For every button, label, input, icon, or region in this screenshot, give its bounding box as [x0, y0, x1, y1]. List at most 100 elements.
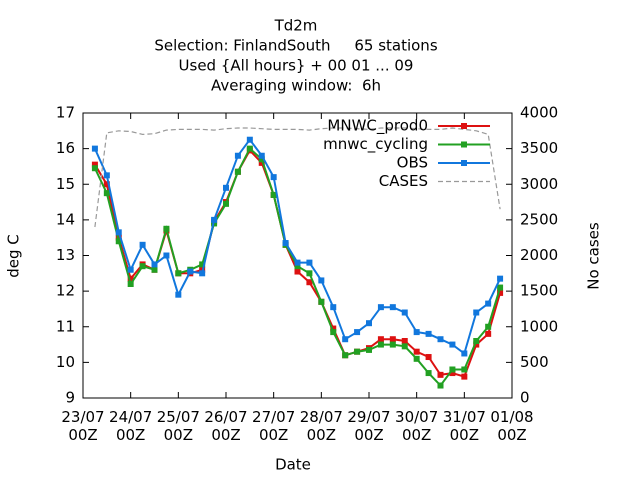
- plot-frame: [82, 112, 513, 399]
- marker: [497, 275, 504, 282]
- marker: [199, 261, 206, 268]
- marker: [461, 350, 468, 357]
- marker: [330, 304, 337, 311]
- x-tick-label: 30/07 00Z: [395, 408, 439, 444]
- y2-tick-label: 4000: [520, 104, 558, 122]
- marker: [223, 200, 229, 207]
- marker: [401, 338, 408, 344]
- y-tick-label: 9: [65, 389, 75, 407]
- marker: [151, 261, 158, 268]
- x-tick-label: 28/07 00Z: [299, 408, 343, 444]
- marker: [425, 354, 432, 361]
- marker: [175, 270, 182, 277]
- marker: [211, 216, 218, 223]
- y2-tick-label: 0: [520, 389, 530, 407]
- marker: [449, 366, 456, 373]
- marker: [425, 330, 432, 337]
- marker: [389, 304, 396, 311]
- y2-tick-label: 3500: [520, 139, 558, 157]
- x-tick-label: 29/07 00Z: [347, 408, 391, 444]
- marker: [163, 252, 170, 259]
- marker: [366, 346, 372, 353]
- marker: [270, 174, 277, 181]
- marker: [246, 145, 253, 152]
- marker: [103, 181, 110, 188]
- marker: [342, 336, 349, 343]
- marker: [294, 263, 301, 270]
- y-tick-label: 17: [56, 104, 75, 122]
- x-tick-label: 31/07 00Z: [442, 408, 486, 444]
- y-tick-label: 15: [56, 175, 75, 193]
- marker: [103, 190, 110, 197]
- marker: [127, 275, 134, 282]
- y-tick-label: 14: [56, 210, 75, 228]
- x-tick-label: 23/07 00Z: [61, 408, 105, 444]
- y2-axis-label: No cases: [585, 222, 603, 290]
- marker: [413, 329, 420, 336]
- marker: [330, 329, 337, 336]
- marker: [163, 225, 170, 232]
- y-tick-label: 12: [56, 282, 75, 300]
- marker: [342, 352, 349, 359]
- legend-label: CASES: [379, 172, 428, 190]
- marker: [377, 304, 384, 311]
- marker: [258, 152, 265, 159]
- y-axis-label: deg C: [5, 234, 23, 278]
- marker: [246, 136, 253, 143]
- marker: [294, 259, 301, 266]
- chart-title: Td2m: [274, 17, 318, 35]
- marker: [199, 270, 206, 277]
- subtitle: Used {All hours} + 00 01 ... 09: [179, 57, 414, 75]
- x-axis-label: Date: [275, 456, 311, 474]
- marker: [258, 156, 265, 163]
- marker: [139, 263, 146, 270]
- marker: [354, 329, 361, 336]
- marker: [294, 268, 301, 275]
- marker: [473, 338, 480, 344]
- marker: [413, 355, 420, 362]
- marker: [115, 229, 122, 236]
- marker: [437, 371, 444, 378]
- legend-marker: [461, 141, 467, 148]
- y2-tick-label: 3000: [520, 175, 558, 193]
- marker: [413, 348, 420, 355]
- marker: [377, 336, 384, 343]
- marker: [497, 284, 504, 291]
- marker: [234, 168, 241, 175]
- x-tick-label: 27/07 00Z: [252, 408, 296, 444]
- marker: [175, 291, 182, 298]
- y2-tick-label: 1000: [520, 317, 558, 335]
- marker: [91, 161, 98, 168]
- marker: [401, 343, 408, 350]
- marker: [377, 341, 384, 348]
- y2-tick-label: 2500: [520, 210, 558, 228]
- marker: [258, 159, 265, 166]
- marker: [437, 336, 444, 343]
- marker: [485, 323, 492, 330]
- marker: [115, 238, 122, 245]
- marker: [234, 152, 241, 159]
- marker: [187, 268, 194, 275]
- marker: [437, 382, 444, 389]
- series-line: [94, 127, 501, 228]
- marker: [318, 277, 325, 284]
- marker: [449, 341, 456, 348]
- y2-tick-label: 500: [520, 353, 549, 371]
- y-tick-label: 11: [56, 317, 75, 335]
- marker: [473, 341, 480, 348]
- marker: [282, 240, 289, 247]
- marker: [151, 266, 158, 273]
- x-tick-label: 24/07 00Z: [109, 408, 153, 444]
- marker: [485, 300, 492, 307]
- legend-label: MNWC_prod0: [327, 117, 428, 136]
- marker: [91, 145, 98, 152]
- y-tick-label: 10: [56, 353, 75, 371]
- legend-label: OBS: [397, 154, 428, 172]
- marker: [425, 370, 432, 377]
- marker: [223, 184, 229, 191]
- series-line: [93, 138, 502, 356]
- marker: [306, 259, 313, 266]
- y-tick-label: 16: [56, 139, 75, 157]
